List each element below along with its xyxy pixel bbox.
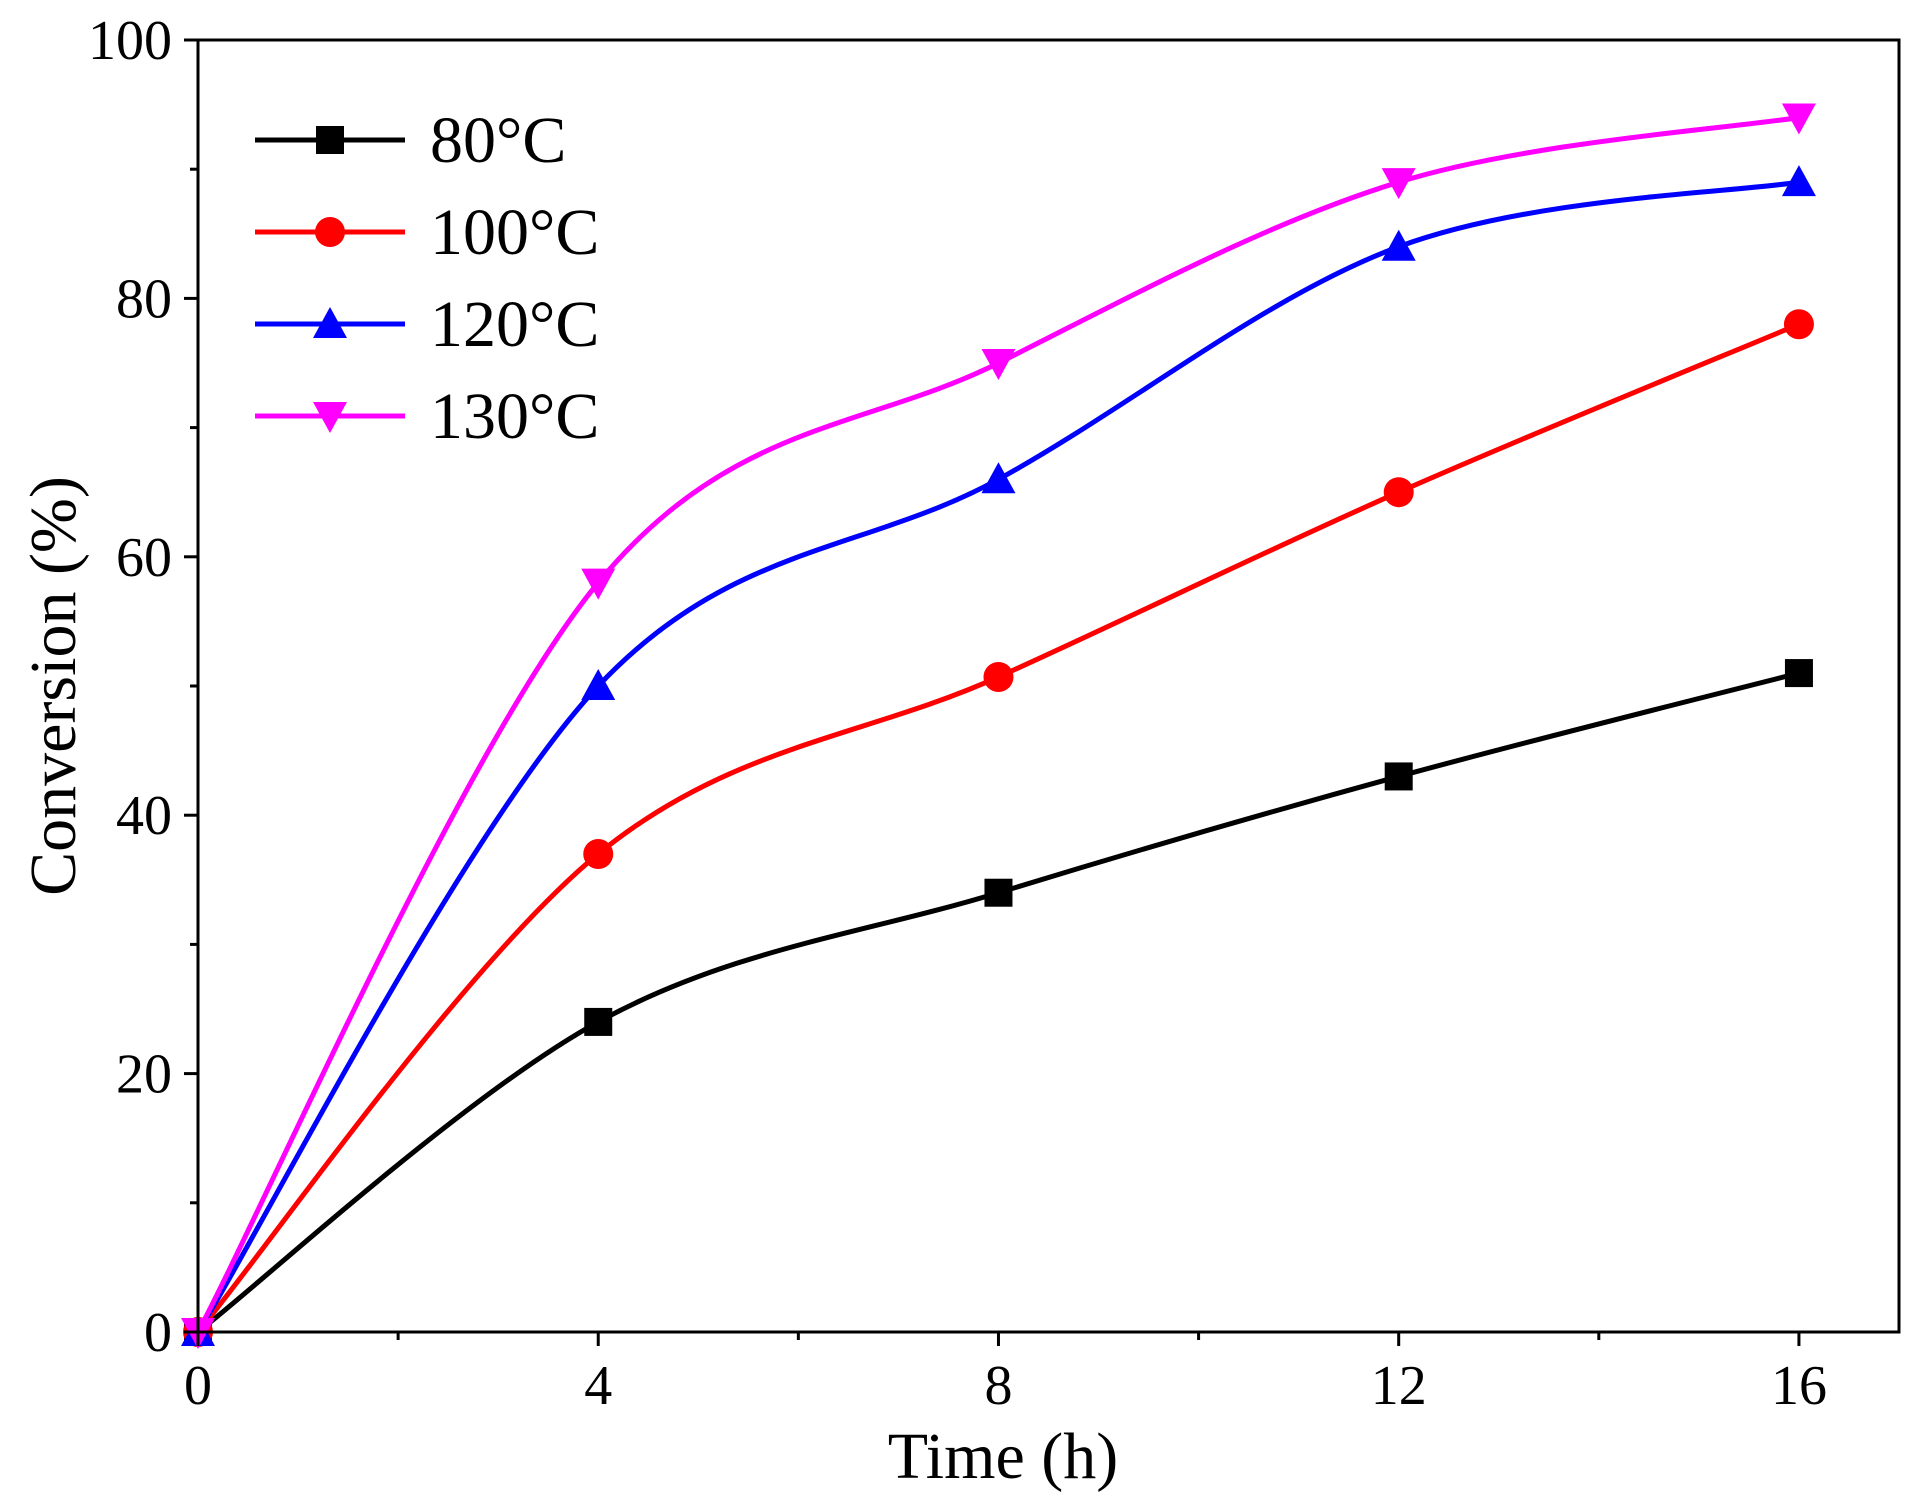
x-tick-label: 4 xyxy=(584,1355,612,1417)
data-point-marker xyxy=(581,669,616,700)
legend: 80°C 100°C 120°C 130°C xyxy=(255,104,599,453)
series-line-80C xyxy=(195,670,1802,1335)
ticks-layer: 0 4 8 12 16 0 20 40 60 80 100 xyxy=(88,10,1827,1417)
data-point-marker xyxy=(1381,168,1416,200)
series-line-130C xyxy=(195,115,1802,1335)
legend-label: 130°C xyxy=(430,380,599,453)
x-tick-label: 16 xyxy=(1771,1355,1827,1417)
x-tick-label: 8 xyxy=(984,1355,1012,1417)
legend-marker xyxy=(315,217,345,247)
data-point-marker xyxy=(1381,229,1416,261)
data-point-marker xyxy=(983,661,1014,692)
data-point-marker xyxy=(1781,165,1816,197)
data-point-marker xyxy=(583,838,614,869)
data-point-marker xyxy=(1384,762,1413,791)
legend-label: 80°C xyxy=(430,104,566,177)
series-layer xyxy=(181,103,1816,1349)
x-axis-title: Time (h) xyxy=(888,1420,1118,1493)
series-line-120C xyxy=(195,179,1802,1335)
legend-marker xyxy=(316,126,344,154)
y-tick-label: 60 xyxy=(116,527,172,589)
data-point-marker xyxy=(1784,659,1813,688)
series-line-100C xyxy=(195,321,1802,1335)
x-tick-label: 12 xyxy=(1371,1355,1427,1417)
data-point-marker xyxy=(1383,477,1414,508)
data-point-marker xyxy=(981,349,1016,380)
data-point-marker xyxy=(1783,309,1814,340)
legend-label: 120°C xyxy=(430,288,599,361)
x-tick-label: 0 xyxy=(184,1355,212,1417)
legend-marker xyxy=(313,402,347,433)
y-axis-title: Conversion (%) xyxy=(17,476,90,896)
data-point-marker xyxy=(581,568,616,600)
y-tick-label: 100 xyxy=(88,10,172,72)
data-point-marker xyxy=(984,878,1013,907)
y-tick-label: 40 xyxy=(116,785,172,847)
y-tick-label: 20 xyxy=(116,1044,172,1106)
legend-marker xyxy=(313,307,347,338)
legend-label: 100°C xyxy=(430,196,599,269)
data-point-marker xyxy=(584,1007,613,1036)
y-tick-label: 0 xyxy=(144,1302,172,1364)
data-point-marker xyxy=(981,462,1016,494)
y-tick-label: 80 xyxy=(116,268,172,330)
data-point-marker xyxy=(1781,103,1816,135)
